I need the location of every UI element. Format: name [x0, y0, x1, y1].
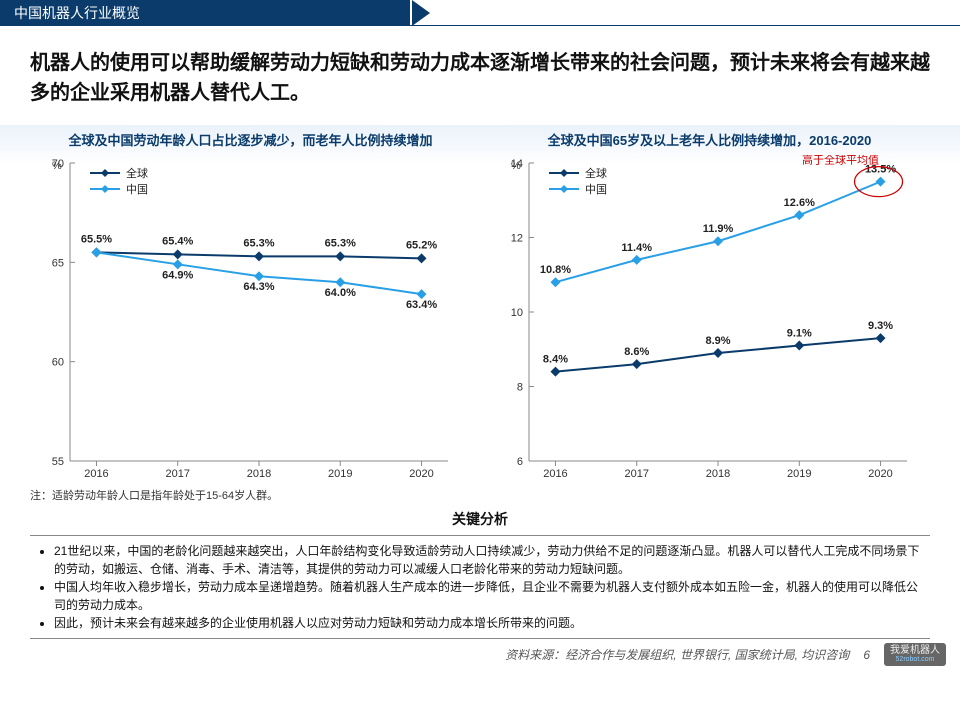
svg-text:65.5%: 65.5%: [81, 233, 112, 245]
logo-subtext: 52robot.com: [896, 656, 935, 663]
svg-text:2017: 2017: [165, 468, 189, 480]
svg-text:2018: 2018: [247, 468, 271, 480]
svg-text:8.9%: 8.9%: [705, 335, 730, 347]
svg-text:全球: 全球: [126, 166, 148, 180]
header-separator: [410, 0, 960, 26]
chart-right-title: 全球及中国65岁及以上老年人比例持续增加，2016-2020: [489, 130, 930, 149]
page-title: 机器人的使用可以帮助缓解劳动力短缺和劳动力成本逐渐增长带来的社会问题，预计未来将…: [0, 26, 960, 118]
svg-text:55: 55: [52, 456, 64, 468]
analysis-bullet: 因此，预计未来会有越来越多的企业使用机器人以应对劳动力短缺和劳动力成本增长所带来…: [54, 614, 926, 632]
svg-text:2018: 2018: [706, 468, 730, 480]
svg-text:中国: 中国: [585, 183, 607, 196]
svg-text:%: %: [52, 160, 62, 172]
svg-text:高于全球平均值: 高于全球平均值: [802, 155, 879, 167]
svg-text:9.3%: 9.3%: [868, 320, 893, 332]
svg-text:%: %: [511, 160, 521, 172]
svg-text:8.4%: 8.4%: [543, 354, 568, 366]
svg-text:63.4%: 63.4%: [406, 299, 437, 311]
chart-right: 6810121420162017201820192020%全球中国8.4%8.6…: [489, 155, 919, 485]
svg-text:64.3%: 64.3%: [243, 281, 274, 293]
page-number: 6: [863, 648, 870, 662]
svg-text:11.9%: 11.9%: [703, 223, 734, 235]
svg-text:10: 10: [511, 307, 523, 319]
footer-logo: 我爱机器人 52robot.com: [884, 643, 946, 666]
chart-left-title: 全球及中国劳动年龄人口占比逐步减少，而老年人比例持续增加: [30, 130, 471, 149]
svg-text:中国: 中国: [126, 183, 148, 196]
svg-text:64.0%: 64.0%: [325, 287, 356, 299]
svg-text:60: 60: [52, 357, 64, 369]
analysis-bullet: 21世纪以来，中国的老龄化问题越来越突出，人口年龄结构变化导致适龄劳动人口持续减…: [54, 542, 926, 578]
svg-text:2016: 2016: [84, 468, 108, 480]
logo-text: 我爱机器人: [890, 646, 940, 656]
svg-text:9.1%: 9.1%: [787, 328, 812, 340]
svg-text:全球: 全球: [585, 166, 607, 180]
svg-text:12.6%: 12.6%: [784, 197, 815, 209]
svg-text:2020: 2020: [868, 468, 892, 480]
svg-text:2019: 2019: [787, 468, 811, 480]
analysis-heading: 关键分析: [0, 509, 960, 529]
chart-left-note: 注：适龄劳动年龄人口是指年龄处于15-64岁人群。: [30, 487, 471, 503]
svg-text:11.4%: 11.4%: [621, 242, 652, 254]
svg-text:2020: 2020: [409, 468, 433, 480]
analysis-bullet: 中国人均年收入稳步增长，劳动力成本呈递增趋势。随着机器人生产成本的进一步降低，且…: [54, 578, 926, 614]
svg-text:65: 65: [52, 257, 64, 269]
svg-text:12: 12: [511, 233, 523, 245]
svg-text:2016: 2016: [543, 468, 567, 480]
svg-text:65.3%: 65.3%: [243, 237, 274, 249]
svg-text:65.3%: 65.3%: [325, 237, 356, 249]
svg-text:10.8%: 10.8%: [540, 264, 571, 276]
svg-text:6: 6: [517, 456, 523, 468]
source-text: 资料来源：经济合作与发展组织, 世界银行, 国家统计局, 均识咨询: [505, 646, 849, 663]
svg-text:2019: 2019: [328, 468, 352, 480]
svg-text:65.2%: 65.2%: [406, 239, 437, 251]
svg-text:64.9%: 64.9%: [162, 269, 193, 281]
chart-left: 5560657020162017201820192020%全球中国65.5%65…: [30, 155, 460, 485]
svg-text:2017: 2017: [624, 468, 648, 480]
breadcrumb: 中国机器人行业概览: [0, 0, 410, 26]
svg-text:8: 8: [517, 382, 523, 394]
svg-text:65.4%: 65.4%: [162, 235, 193, 247]
analysis-box: 21世纪以来，中国的老龄化问题越来越突出，人口年龄结构变化导致适龄劳动人口持续减…: [30, 535, 930, 639]
svg-text:8.6%: 8.6%: [624, 346, 649, 358]
